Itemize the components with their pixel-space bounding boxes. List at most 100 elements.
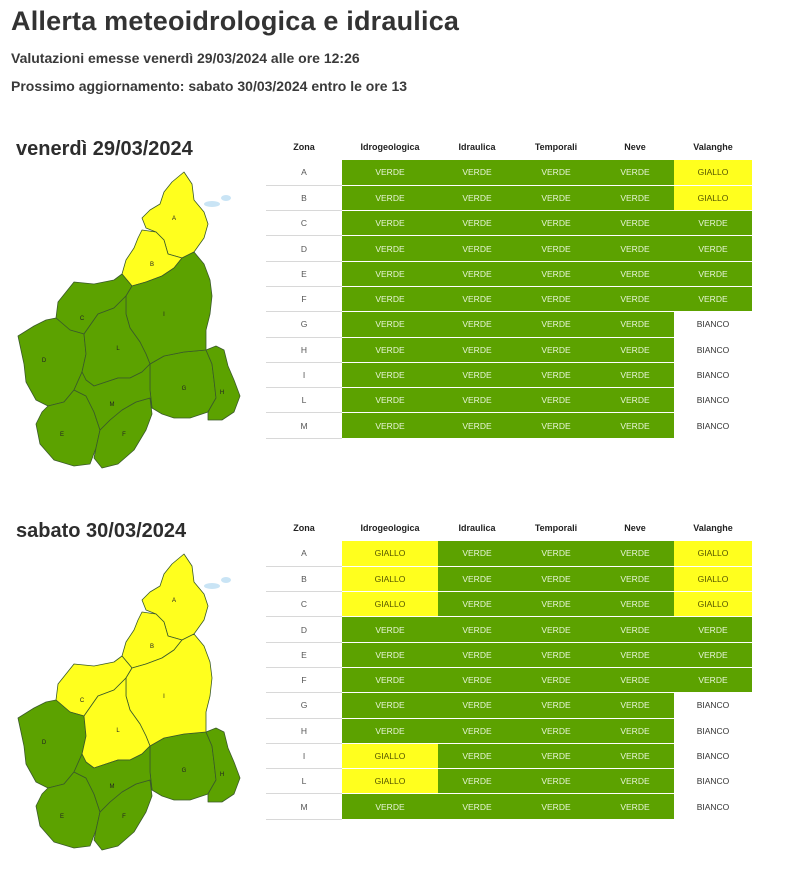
zone-cell: A xyxy=(266,160,342,186)
alert-level-cell: VERDE xyxy=(596,768,674,795)
table-row: F VERDE VERDE VERDE VERDE VERDE xyxy=(266,286,752,313)
alert-level-cell: VERDE xyxy=(342,412,438,439)
zone-cell: E xyxy=(266,642,342,668)
map-zone-label: A xyxy=(172,216,176,222)
zone-cell: F xyxy=(266,667,342,694)
lake-shape xyxy=(204,201,220,207)
map-zone-label: I xyxy=(163,312,165,318)
zone-cell: H xyxy=(266,718,342,744)
alert-table-day-1: Zona Idrogeologica Idraulica Temporali Neve V… xyxy=(266,134,752,439)
alert-level-cell: BIANCO xyxy=(674,311,752,338)
alert-level-cell: GIALLO xyxy=(342,566,438,593)
column-header-temporali: Temporali xyxy=(534,523,578,533)
map-zone-h xyxy=(205,727,241,803)
alert-level-cell: VERDE xyxy=(516,541,596,567)
alert-level-cell: GIALLO xyxy=(342,541,438,567)
alert-level-cell: VERDE xyxy=(516,185,596,212)
alert-level-cell: VERDE xyxy=(596,793,674,820)
alert-level-cell: GIALLO xyxy=(342,743,438,770)
alert-level-cell: VERDE xyxy=(438,261,516,287)
alert-level-cell: BIANCO xyxy=(674,412,752,439)
alert-level-cell: BIANCO xyxy=(674,793,752,820)
alert-level-cell: VERDE xyxy=(596,541,674,567)
alert-level-cell: VERDE xyxy=(438,185,516,212)
alert-level-cell: VERDE xyxy=(342,642,438,668)
map-zone-label: E xyxy=(60,814,64,820)
alert-level-cell: VERDE xyxy=(342,718,438,744)
zone-cell: C xyxy=(266,591,342,618)
alert-level-cell: GIALLO xyxy=(342,591,438,618)
alert-level-cell: VERDE xyxy=(516,261,596,287)
alert-level-cell: VERDE xyxy=(516,667,596,694)
alert-level-cell: VERDE xyxy=(596,718,674,744)
zone-cell: L xyxy=(266,387,342,414)
alert-level-cell: VERDE xyxy=(438,642,516,668)
table-row: A VERDE VERDE VERDE VERDE GIALLO xyxy=(266,160,752,186)
table-row: F VERDE VERDE VERDE VERDE VERDE xyxy=(266,667,752,694)
table-row: G VERDE VERDE VERDE VERDE BIANCO xyxy=(266,311,752,338)
alert-level-cell: GIALLO xyxy=(674,160,752,186)
alert-level-cell: VERDE xyxy=(516,692,596,719)
map-zone-m xyxy=(73,745,153,813)
map-zone-label: L xyxy=(116,728,120,734)
zone-cell: C xyxy=(266,210,342,237)
alert-level-cell: VERDE xyxy=(596,311,674,338)
alert-level-cell: VERDE xyxy=(516,337,596,363)
table-row: C VERDE VERDE VERDE VERDE VERDE xyxy=(266,210,752,237)
table-row: L GIALLO VERDE VERDE VERDE BIANCO xyxy=(266,768,752,795)
alert-level-cell: VERDE xyxy=(516,160,596,186)
alert-level-cell: VERDE xyxy=(516,768,596,795)
alert-level-cell: VERDE xyxy=(596,185,674,212)
table-row: C GIALLO VERDE VERDE VERDE GIALLO xyxy=(266,591,752,618)
alert-level-cell: VERDE xyxy=(674,210,752,237)
table-row: B GIALLO VERDE VERDE VERDE GIALLO xyxy=(266,566,752,593)
alert-level-cell: VERDE xyxy=(438,412,516,439)
table-row: M VERDE VERDE VERDE VERDE BIANCO xyxy=(266,793,752,820)
alert-level-cell: BIANCO xyxy=(674,337,752,363)
table-row: G VERDE VERDE VERDE VERDE BIANCO xyxy=(266,692,752,719)
map-zone-label: E xyxy=(60,432,64,438)
map-zone-label: A xyxy=(172,598,176,604)
map-zone-h xyxy=(205,345,241,421)
zone-cell: D xyxy=(266,616,342,643)
alert-level-cell: VERDE xyxy=(438,667,516,694)
alert-level-cell: VERDE xyxy=(342,286,438,313)
alert-level-cell: VERDE xyxy=(596,616,674,643)
map-zone-label: I xyxy=(163,694,165,700)
alert-level-cell: VERDE xyxy=(342,387,438,414)
page-title: Allerta meteoidrologica e idraulica xyxy=(11,6,460,36)
alert-level-cell: VERDE xyxy=(438,616,516,643)
alert-level-cell: VERDE xyxy=(516,591,596,618)
map-zone-label: D xyxy=(42,358,47,364)
map-zone-label: C xyxy=(80,698,85,704)
lake-shape xyxy=(204,583,220,589)
table-row: L VERDE VERDE VERDE VERDE BIANCO xyxy=(266,387,752,414)
alert-level-cell: VERDE xyxy=(674,616,752,643)
alert-level-cell: VERDE xyxy=(516,286,596,313)
zone-cell: L xyxy=(266,768,342,795)
column-header-idrogeologica: Idrogeologica xyxy=(360,142,420,152)
alert-level-cell: VERDE xyxy=(342,362,438,389)
alert-level-cell: VERDE xyxy=(674,235,752,262)
alert-level-cell: VERDE xyxy=(342,667,438,694)
alert-level-cell: VERDE xyxy=(596,286,674,313)
alert-level-cell: VERDE xyxy=(438,235,516,262)
zone-cell: G xyxy=(266,311,342,338)
zone-cell: M xyxy=(266,412,342,439)
map-zone-m xyxy=(73,363,153,431)
alert-level-cell: VERDE xyxy=(516,412,596,439)
alert-level-cell: VERDE xyxy=(516,210,596,237)
alert-level-cell: VERDE xyxy=(438,337,516,363)
alert-level-cell: VERDE xyxy=(516,642,596,668)
alert-level-cell: VERDE xyxy=(438,541,516,567)
alert-level-cell: VERDE xyxy=(596,362,674,389)
map-zone-label: G xyxy=(182,768,187,774)
zone-cell: E xyxy=(266,261,342,287)
map-zone-label: M xyxy=(110,784,115,790)
table-row: E VERDE VERDE VERDE VERDE VERDE xyxy=(266,261,752,287)
map-zone-label: B xyxy=(150,262,154,268)
alert-level-cell: VERDE xyxy=(438,286,516,313)
alert-level-cell: VERDE xyxy=(596,591,674,618)
alert-level-cell: VERDE xyxy=(516,387,596,414)
alert-level-cell: VERDE xyxy=(596,261,674,287)
